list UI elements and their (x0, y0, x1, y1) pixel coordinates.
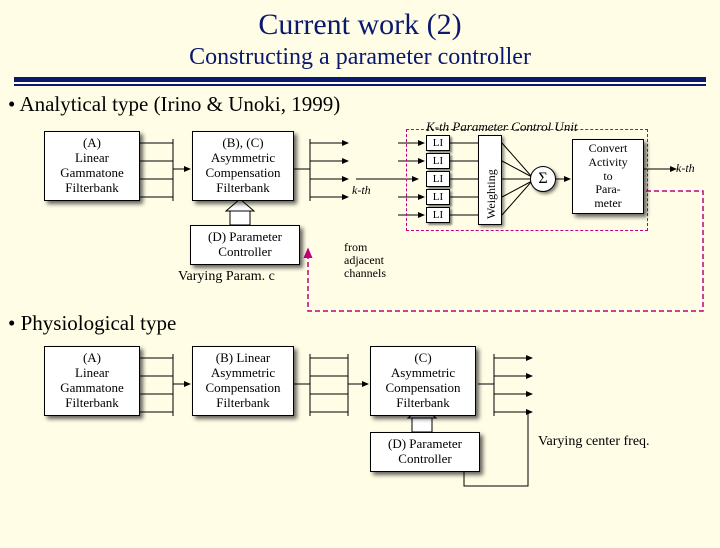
bullet-analytical: • Analytical type (Irino & Unoki, 1999) (8, 92, 712, 117)
box-a-line2: Linear (51, 151, 133, 166)
box-bc-line1: (B), (C) (199, 136, 287, 151)
convert-l1: Convert (577, 142, 639, 156)
box-b-physiological: (B) Linear Asymmetric Compensation Filte… (192, 346, 294, 416)
kth-left-label: k-th (352, 183, 371, 198)
box-d-line2: Controller (197, 245, 293, 260)
box-d-analytical: (D) Parameter Controller (190, 225, 300, 265)
convert-l4: Para- (577, 183, 639, 197)
page-subtitle: Constructing a parameter controller (0, 44, 720, 71)
pbox-c-l1: (C) (377, 351, 469, 366)
pbox-d-l1: (D) Parameter (377, 437, 473, 452)
kth-right-label: k-th (676, 161, 695, 176)
box-a-line4: Filterbank (51, 181, 133, 196)
analytical-diagram: (A) Linear Gammatone Filterbank (B), (C)… (8, 121, 712, 321)
pbox-c-l3: Compensation (377, 381, 469, 396)
box-a-line1: (A) (51, 136, 133, 151)
box-d-physiological: (D) Parameter Controller (370, 432, 480, 472)
convert-l3: to (577, 170, 639, 184)
horizontal-rule (14, 77, 706, 86)
li-cell-1: LI (426, 135, 450, 151)
box-bc-line4: Filterbank (199, 181, 287, 196)
page-title: Current work (2) (0, 8, 720, 42)
box-a-physiological: (A) Linear Gammatone Filterbank (44, 346, 140, 416)
box-d-line1: (D) Parameter (197, 230, 293, 245)
box-bc-analytical: (B), (C) Asymmetric Compensation Filterb… (192, 131, 294, 201)
varying-param-c: Varying Param. c (178, 269, 275, 285)
pbox-a-l2: Linear (51, 366, 133, 381)
sigma-node: Σ (530, 166, 556, 192)
pbox-b-l3: Compensation (199, 381, 287, 396)
pbox-b-l4: Filterbank (199, 396, 287, 411)
pbox-a-l3: Gammatone (51, 381, 133, 396)
box-a-analytical: (A) Linear Gammatone Filterbank (44, 131, 140, 201)
box-bc-line3: Compensation (199, 166, 287, 181)
convert-l5: meter (577, 197, 639, 211)
box-c-physiological: (C) Asymmetric Compensation Filterbank (370, 346, 476, 416)
pbox-a-l1: (A) (51, 351, 133, 366)
li-cell-2: LI (426, 153, 450, 169)
convert-box: Convert Activity to Para- meter (572, 139, 644, 214)
physiological-diagram: (A) Linear Gammatone Filterbank (B) Line… (8, 336, 712, 506)
box-bc-line2: Asymmetric (199, 151, 287, 166)
pbox-b-l1: (B) Linear (199, 351, 287, 366)
li-cell-3: LI (426, 171, 450, 187)
from-adj-l3: channels (344, 267, 386, 280)
box-a-line3: Gammatone (51, 166, 133, 181)
pbox-a-l4: Filterbank (51, 396, 133, 411)
pbox-c-l4: Filterbank (377, 396, 469, 411)
li-cell-4: LI (426, 189, 450, 205)
convert-l2: Activity (577, 156, 639, 170)
weighting-label: Weighting (484, 169, 499, 219)
varying-center-freq: Varying center freq. (538, 434, 650, 450)
li-cell-5: LI (426, 207, 450, 223)
pbox-b-l2: Asymmetric (199, 366, 287, 381)
control-unit-title: K-th Parameter Control Unit (426, 119, 578, 135)
pbox-c-l2: Asymmetric (377, 366, 469, 381)
pbox-d-l2: Controller (377, 452, 473, 467)
from-adjacent-label: from adjacent channels (344, 241, 386, 281)
